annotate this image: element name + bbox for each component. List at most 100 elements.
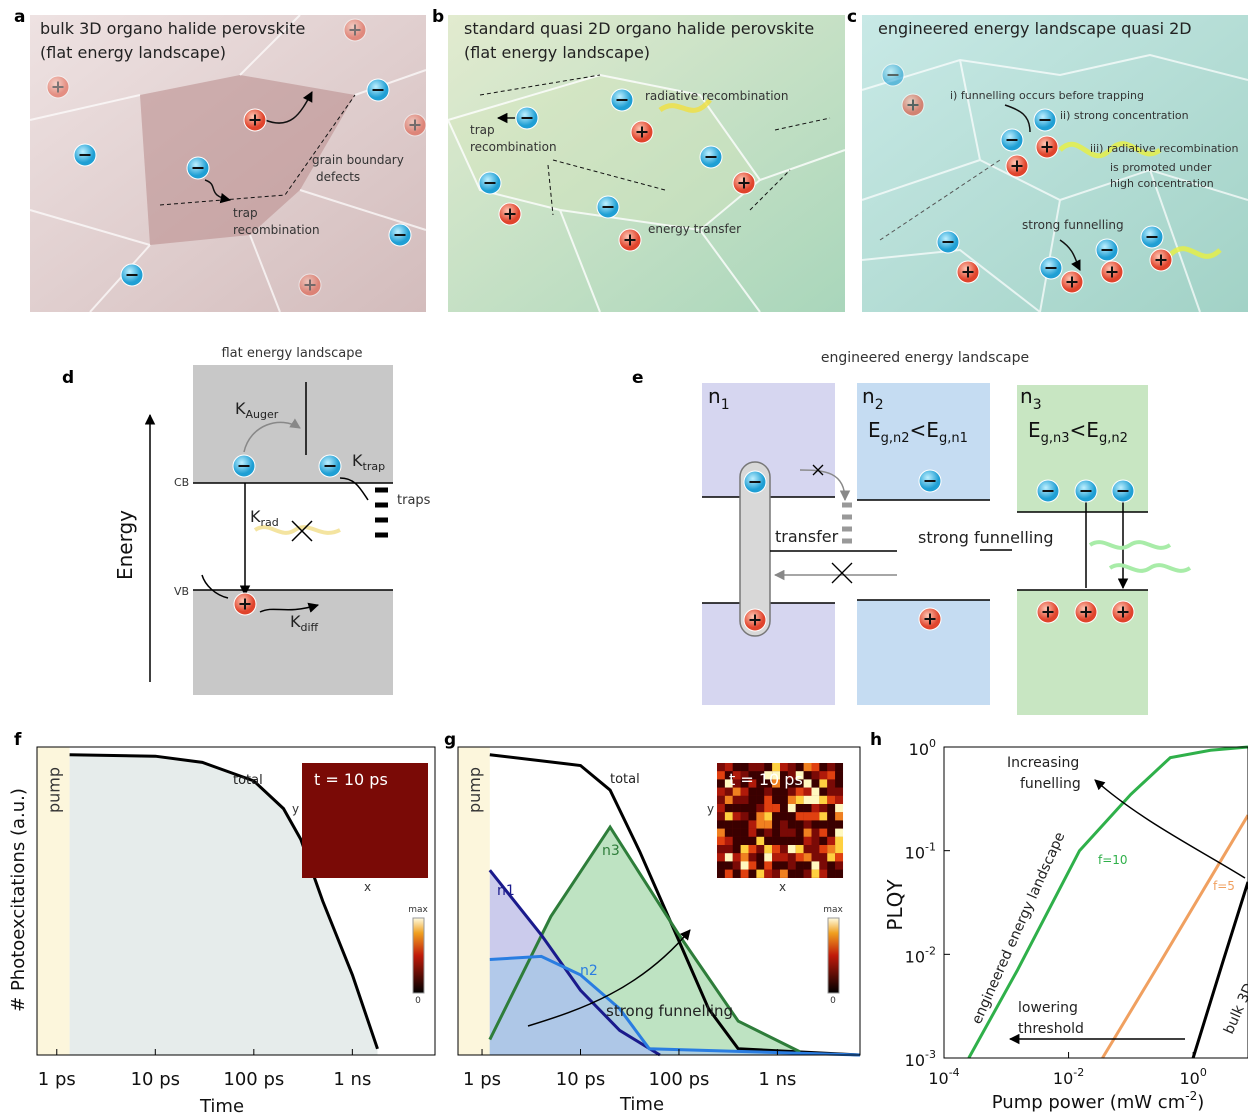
colorbar-label: 0: [830, 996, 836, 1006]
grain-edges: [861, 53, 1248, 313]
inset-cell: [803, 812, 812, 821]
inset-cell: [740, 845, 749, 854]
area: [69, 754, 378, 1055]
inset-cell: [772, 787, 781, 796]
inset-cell: [803, 771, 812, 780]
inset-cell: [756, 853, 765, 862]
inset-cell: [724, 763, 733, 772]
hole: [1035, 135, 1059, 159]
electron: [1000, 128, 1024, 152]
inset-axis: x: [779, 880, 786, 894]
label: ii) strong concentration: [1060, 109, 1189, 122]
curve-label: n1: [497, 883, 515, 899]
curve: [69, 753, 379, 1050]
inset-cell: [835, 853, 844, 862]
inset-cell: [748, 779, 757, 788]
arrow: [799, 469, 851, 502]
inset-cell: [819, 779, 828, 788]
x-tick-label: 100 ps: [223, 1069, 284, 1090]
inset-cell: [835, 771, 844, 780]
inset-cell: [724, 869, 733, 878]
inset-cell: [732, 853, 741, 862]
axis-label: # Photoexcitations (a.u.): [8, 788, 29, 1012]
inset-cell: [732, 779, 741, 788]
inset-cell: [780, 853, 788, 862]
curve-label: n3: [602, 843, 620, 859]
inset-cell: [748, 853, 757, 862]
inset-cell: [795, 828, 804, 837]
charge-sign: [1011, 160, 1023, 172]
box-label: n2: [862, 384, 884, 413]
inset-axis: y: [707, 802, 714, 816]
panel-title: standard quasi 2D organo halide perovski…: [464, 19, 814, 38]
inset-cell: [835, 845, 844, 854]
plot-frame: [943, 746, 1248, 1059]
inset-cell: [724, 845, 733, 854]
electron: [881, 63, 905, 87]
panel-letter: f: [14, 730, 22, 750]
inset-cell: [795, 771, 804, 780]
inset-cell: [780, 787, 788, 796]
charge-sign: [636, 126, 648, 138]
inset-cell: [724, 771, 733, 780]
inset-cell: [732, 861, 741, 870]
inset-cell: [803, 804, 812, 813]
inset-cell: [764, 787, 773, 796]
inset-cell: [795, 845, 804, 854]
inset-cell: [780, 836, 788, 846]
inset-cell: [819, 795, 828, 805]
inset-cell: [811, 771, 820, 780]
inset-cell: [740, 787, 749, 796]
inset-cell: [717, 820, 725, 829]
arrow: [264, 91, 313, 124]
colorbar: [827, 917, 840, 994]
inset-cell: [756, 820, 765, 829]
inset-cell: [756, 763, 765, 772]
x-tick-label: 1 ns: [333, 1069, 371, 1090]
inset-cell: [819, 853, 828, 862]
trap-states: [842, 502, 852, 544]
inset-cell: [740, 861, 749, 870]
inset-cell: [764, 828, 773, 837]
inset-cell: [780, 795, 788, 805]
inset-cell: [740, 779, 749, 788]
tick-exp: -4: [949, 1066, 960, 1079]
inset-cell: [835, 836, 844, 846]
curve-label: total: [610, 772, 640, 787]
inset-cell: [827, 853, 836, 862]
label-exp: -2: [1185, 1089, 1197, 1103]
inset-cell: [772, 869, 781, 878]
charge-sign: [907, 99, 919, 111]
tick-exp: -2: [1073, 1066, 1084, 1079]
inset-cell: [835, 820, 844, 829]
hole: [1149, 248, 1173, 272]
tick-label: 10-3: [905, 1048, 936, 1070]
inset-cell: [827, 828, 836, 837]
inset-cell: [787, 779, 796, 788]
panel-e: e engineered energy landscape transfer s…: [632, 350, 1192, 715]
panel-title: flat energy landscape: [221, 346, 362, 361]
inset-cell: [748, 763, 757, 772]
label: grain boundary: [312, 153, 404, 167]
tick-label: 10-2: [1053, 1066, 1084, 1088]
inset-cell: [740, 853, 749, 862]
inset-cell: [795, 795, 804, 805]
electron: [936, 230, 960, 254]
inset-cell: [717, 804, 725, 813]
charge-sign: [249, 114, 261, 126]
hole: [46, 75, 70, 99]
inset-cell: [756, 779, 765, 788]
label: radiative recombination: [645, 89, 789, 103]
charge-sign: [1080, 606, 1092, 618]
arrow: [527, 929, 691, 1027]
inset-cell: [835, 812, 844, 821]
inset-cell: [819, 861, 828, 870]
inset-cell: [748, 787, 757, 796]
inset-cell: [724, 853, 733, 862]
inset-cell: [748, 845, 757, 854]
pump-strip: [458, 747, 490, 1055]
inset-cell: [724, 812, 733, 821]
boundary: [879, 159, 1001, 241]
inset-cell: [795, 853, 804, 862]
